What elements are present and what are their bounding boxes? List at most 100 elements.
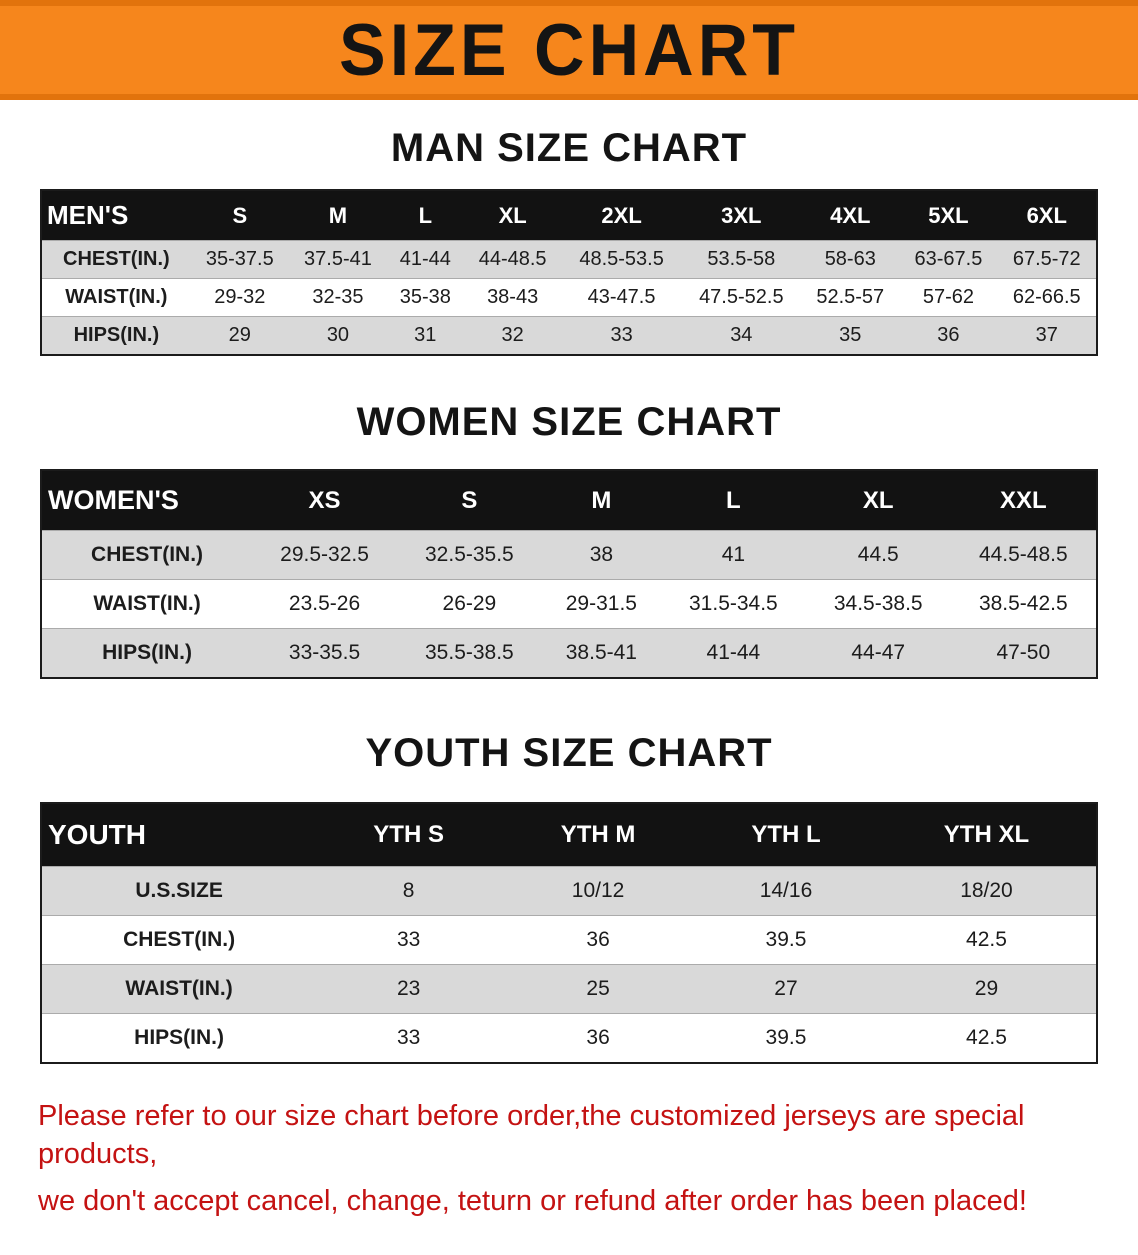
table-cell: 39.5	[695, 1013, 877, 1063]
table-cell: 18/20	[876, 866, 1097, 916]
column-header: 4XL	[801, 190, 900, 241]
men-size-chart-section: MAN SIZE CHART MEN'S S M L XL 2XL 3XL 4XL 5XL 6XL…	[0, 100, 1138, 356]
table-cell: 44.5	[805, 530, 951, 580]
table-cell: 29	[190, 316, 289, 355]
table-cell: 8	[316, 866, 502, 916]
table-cell: 37	[997, 316, 1097, 355]
table-cell: 29.5-32.5	[252, 530, 397, 580]
column-header: 3XL	[681, 190, 802, 241]
table-row: HIPS(IN.) 29 30 31 32 33 34 35 36 37	[41, 316, 1097, 355]
table-cell: 23	[316, 964, 502, 1014]
table-cell: 36	[899, 316, 998, 355]
table-cell: 33	[561, 316, 682, 355]
column-header: YTH S	[316, 803, 502, 867]
table-cell: 31	[387, 316, 464, 355]
table-cell: 33-35.5	[252, 628, 397, 678]
table-cell: 47-50	[950, 628, 1097, 678]
women-section-heading: WOMEN SIZE CHART	[356, 400, 782, 444]
table-row: WAIST(IN.) 29-32 32-35 35-38 38-43 43-47.5 47.…	[41, 278, 1097, 317]
row-label: WAIST(IN.)	[41, 579, 253, 629]
row-label: CHEST(IN.)	[41, 240, 191, 279]
banner: SIZE CHART	[0, 0, 1138, 100]
table-cell: 44.5-48.5	[950, 530, 1097, 580]
table-cell: 35-37.5	[190, 240, 289, 279]
table-row: WAIST(IN.) 23 25 27 29	[41, 964, 1097, 1014]
table-cell: 32.5-35.5	[396, 530, 542, 580]
column-header: 6XL	[997, 190, 1097, 241]
table-row: CHEST(IN.) 33 36 39.5 42.5	[41, 915, 1097, 965]
table-cell: 35	[801, 316, 900, 355]
column-header: XL	[463, 190, 562, 241]
table-cell: 27	[695, 964, 877, 1014]
table-cell: 48.5-53.5	[561, 240, 682, 279]
table-cell: 41-44	[387, 240, 464, 279]
column-header: S	[190, 190, 289, 241]
note-line-1: Please refer to our size chart before or…	[38, 1100, 1025, 1170]
column-header: XS	[252, 470, 397, 531]
table-cell: 52.5-57	[801, 278, 900, 317]
column-header: S	[396, 470, 542, 531]
table-corner-label: MEN'S	[41, 190, 191, 241]
column-header: M	[288, 190, 388, 241]
women-size-table: WOMEN'S XS S M L XL XXL CHEST(IN.) 29.5-32.5 32.5…	[40, 469, 1098, 679]
table-cell: 47.5-52.5	[681, 278, 802, 317]
table-cell: 29-31.5	[541, 579, 661, 629]
table-cell: 34.5-38.5	[805, 579, 951, 629]
table-cell: 35-38	[387, 278, 464, 317]
table-corner-label: YOUTH	[41, 803, 317, 867]
table-cell: 36	[501, 1013, 696, 1063]
row-label: U.S.SIZE	[41, 866, 317, 916]
table-row: CHEST(IN.) 29.5-32.5 32.5-35.5 38 41 44.5 44.5…	[41, 530, 1097, 580]
table-cell: 29-32	[190, 278, 289, 317]
table-row: HIPS(IN.) 33 36 39.5 42.5	[41, 1013, 1097, 1063]
row-label: HIPS(IN.)	[41, 316, 191, 355]
column-header: XL	[805, 470, 951, 531]
row-label: WAIST(IN.)	[41, 278, 191, 317]
row-label: WAIST(IN.)	[41, 964, 317, 1014]
table-cell: 30	[288, 316, 388, 355]
row-label: HIPS(IN.)	[41, 628, 253, 678]
column-header: XXL	[950, 470, 1097, 531]
row-label: CHEST(IN.)	[41, 530, 253, 580]
table-header-row: WOMEN'S XS S M L XL XXL	[41, 470, 1097, 531]
table-cell: 63-67.5	[899, 240, 998, 279]
column-header: 5XL	[899, 190, 998, 241]
column-header: 2XL	[561, 190, 682, 241]
page-title: SIZE CHART	[339, 9, 799, 91]
youth-section-heading: YOUTH SIZE CHART	[365, 731, 773, 775]
table-cell: 33	[316, 915, 502, 965]
disclaimer-note: Please refer to our size chart before or…	[0, 1098, 1138, 1255]
table-cell: 10/12	[501, 866, 696, 916]
table-cell: 41-44	[660, 628, 806, 678]
table-cell: 25	[501, 964, 696, 1014]
table-cell: 32	[463, 316, 562, 355]
table-cell: 36	[501, 915, 696, 965]
row-label: HIPS(IN.)	[41, 1013, 317, 1063]
table-cell: 39.5	[695, 915, 877, 965]
table-row: CHEST(IN.) 35-37.5 37.5-41 41-44 44-48.5 48.5…	[41, 240, 1097, 279]
table-cell: 57-62	[899, 278, 998, 317]
column-header: L	[660, 470, 806, 531]
column-header: YTH XL	[876, 803, 1097, 867]
column-header: YTH L	[695, 803, 877, 867]
table-cell: 44-47	[805, 628, 951, 678]
men-size-table: MEN'S S M L XL 2XL 3XL 4XL 5XL 6XL CHEST(IN.) 35-37…	[40, 189, 1098, 356]
table-header-row: YOUTH YTH S YTH M YTH L YTH XL	[41, 803, 1097, 867]
table-cell: 29	[876, 964, 1097, 1014]
table-cell: 33	[316, 1013, 502, 1063]
table-cell: 35.5-38.5	[396, 628, 542, 678]
table-cell: 43-47.5	[561, 278, 682, 317]
table-cell: 14/16	[695, 866, 877, 916]
youth-size-chart-section: YOUTH SIZE CHART YOUTH YTH S YTH M YTH L YTH…	[0, 679, 1138, 1064]
table-cell: 23.5-26	[252, 579, 397, 629]
row-label: CHEST(IN.)	[41, 915, 317, 965]
women-size-chart-section: WOMEN SIZE CHART WOMEN'S XS S M L XL XXL CHEST(…	[0, 356, 1138, 679]
table-cell: 41	[660, 530, 806, 580]
table-cell: 62-66.5	[997, 278, 1097, 317]
table-row: WAIST(IN.) 23.5-26 26-29 29-31.5 31.5-34.5 34…	[41, 579, 1097, 629]
column-header: L	[387, 190, 464, 241]
table-header-row: MEN'S S M L XL 2XL 3XL 4XL 5XL 6XL	[41, 190, 1097, 241]
table-corner-label: WOMEN'S	[41, 470, 253, 531]
table-cell: 38.5-41	[541, 628, 661, 678]
